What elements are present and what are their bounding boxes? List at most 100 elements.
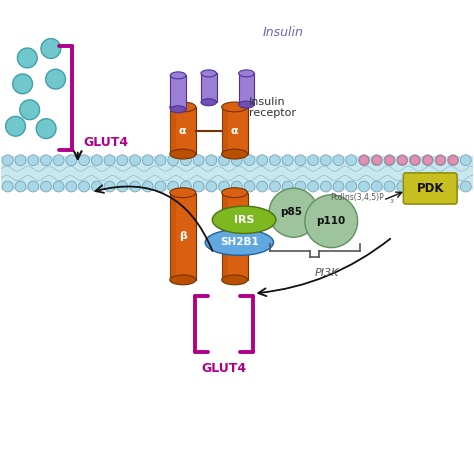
Ellipse shape [170,275,196,285]
Text: GLUT4: GLUT4 [84,136,129,149]
Ellipse shape [170,102,196,112]
Circle shape [53,181,64,192]
Circle shape [358,155,369,165]
Circle shape [117,181,128,192]
Bar [170,193,176,280]
Circle shape [117,155,128,165]
Circle shape [53,155,64,165]
Circle shape [181,181,191,192]
Circle shape [28,181,38,192]
Text: Insulin
receptor: Insulin receptor [249,97,296,118]
Circle shape [13,74,33,94]
Circle shape [269,188,318,237]
Circle shape [193,155,204,165]
Circle shape [257,155,268,165]
Bar [222,107,247,154]
Circle shape [231,181,242,192]
Ellipse shape [170,188,196,198]
Circle shape [333,155,344,165]
Circle shape [384,181,395,192]
Circle shape [36,118,56,138]
Ellipse shape [170,72,186,79]
Circle shape [398,155,407,165]
Circle shape [447,155,458,165]
Text: GLUT4: GLUT4 [201,363,246,375]
Text: α: α [231,126,238,136]
Circle shape [66,181,77,192]
Circle shape [257,181,268,192]
Circle shape [181,155,191,165]
Text: Insulin: Insulin [263,26,304,38]
Circle shape [6,117,26,136]
Circle shape [142,181,153,192]
Text: 3: 3 [389,199,393,204]
Circle shape [244,155,255,165]
Circle shape [282,155,293,165]
Circle shape [358,181,369,192]
Ellipse shape [201,99,217,106]
Circle shape [270,155,280,165]
Circle shape [244,181,255,192]
FancyBboxPatch shape [403,173,457,204]
Circle shape [320,155,331,165]
Circle shape [2,181,13,192]
Circle shape [346,155,357,165]
Circle shape [231,155,242,165]
Text: β: β [179,231,187,241]
Circle shape [91,181,102,192]
Circle shape [371,155,382,165]
Circle shape [219,155,229,165]
Circle shape [168,181,179,192]
Circle shape [397,181,408,192]
Text: SH2B1: SH2B1 [220,237,259,247]
Bar [238,73,254,105]
Circle shape [66,155,77,165]
Circle shape [422,181,433,192]
Text: PDK: PDK [417,182,444,195]
Bar [1,156,474,191]
Circle shape [155,155,166,165]
Circle shape [40,181,51,192]
Circle shape [447,181,458,192]
Circle shape [129,155,140,165]
Circle shape [15,181,26,192]
Ellipse shape [170,149,196,159]
Circle shape [385,155,394,165]
Bar [170,75,186,109]
Bar [201,73,217,102]
Circle shape [142,155,153,165]
Circle shape [193,181,204,192]
Circle shape [219,181,229,192]
Circle shape [308,181,319,192]
Bar [170,107,196,154]
Circle shape [295,155,306,165]
Circle shape [2,155,13,165]
Circle shape [129,181,140,192]
Circle shape [155,181,166,192]
Circle shape [28,155,38,165]
Circle shape [422,155,433,165]
Circle shape [384,155,395,165]
Circle shape [41,38,61,58]
Circle shape [79,181,90,192]
Circle shape [410,181,420,192]
Circle shape [371,181,382,192]
Circle shape [372,155,382,165]
Circle shape [168,155,179,165]
Circle shape [460,155,471,165]
Text: p110: p110 [317,216,346,226]
Circle shape [305,195,357,247]
Circle shape [397,155,408,165]
Circle shape [346,181,357,192]
Circle shape [308,155,319,165]
Text: PI3K: PI3K [314,268,339,278]
Circle shape [359,155,369,165]
Ellipse shape [201,70,217,77]
Circle shape [435,155,446,165]
Circle shape [15,155,26,165]
Circle shape [436,155,445,165]
Circle shape [333,181,344,192]
Circle shape [448,155,458,165]
Ellipse shape [238,70,254,77]
Circle shape [435,181,446,192]
